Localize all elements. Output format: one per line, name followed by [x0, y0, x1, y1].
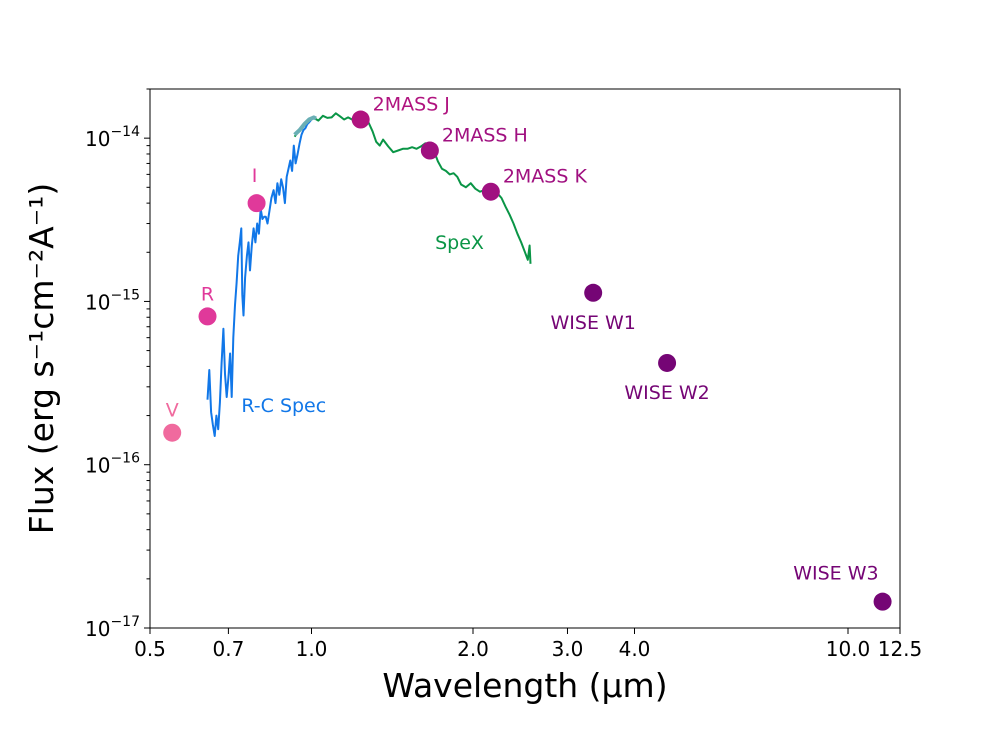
y-axis-ticks: 10−14 10−15 10−16 10−17: [85, 88, 150, 641]
x-tick-label: 4.0: [619, 637, 651, 661]
photometry-point-2mass-h: [420, 141, 439, 160]
y-axis-title: Flux (erg s⁻¹cm⁻²A⁻¹): [22, 183, 61, 535]
photometry-point-2mass-k: [481, 182, 500, 201]
photometry-point-v: [163, 423, 182, 442]
photometry-label-v: V: [166, 400, 179, 422]
plot-frame: [149, 88, 901, 629]
spectrum-label-spex: SpeX: [435, 232, 484, 254]
y-tick-label: 10−15: [85, 287, 140, 314]
photometry-label-2mass-k: 2MASS K: [503, 166, 588, 188]
x-tick-label: 2.0: [457, 637, 489, 661]
spectrum-line-overlap-2: [293, 115, 317, 137]
x-tick-label: 1.0: [296, 637, 328, 661]
photometry-label-wise-w3: WISE W3: [793, 563, 878, 585]
y-tick-label: 10−16: [85, 451, 140, 478]
spectrum-line-r-c-spec: [206, 118, 313, 437]
photometry-label-r: R: [201, 283, 214, 305]
spectrum-label-r-c-spec: R-C Spec: [241, 395, 326, 417]
x-tick-label: 10.0: [826, 637, 871, 661]
photometry-label-wise-w2: WISE W2: [624, 382, 709, 404]
x-axis-ticks: 0.5 0.7 1.0 2.0 3.0 4.0 10.0 12.5: [134, 628, 922, 661]
photometry-label-2mass-j: 2MASS J: [373, 94, 450, 116]
x-tick-label: 3.0: [552, 637, 584, 661]
y-tick-label: 10−14: [85, 124, 140, 151]
photometry-label-2mass-h: 2MASS H: [442, 125, 528, 147]
photometry-point-i: [247, 194, 266, 213]
x-tick-label: 0.5: [134, 637, 166, 661]
annotation-layer: R-C Spec SpeX V R I 2MASS J 2MASS H 2MASS K WISE…: [166, 94, 879, 585]
x-axis-title: Wavelength (μm): [382, 666, 667, 705]
photometry-point-wise-w1: [584, 283, 603, 302]
spectrum-line-spex: [293, 112, 532, 264]
x-tick-label: 0.7: [212, 637, 244, 661]
y-tick-label: 10−17: [85, 614, 140, 641]
x-tick-label: 12.5: [878, 637, 923, 661]
photometry-point-wise-w3: [873, 592, 892, 611]
photometry-point-2mass-j: [351, 110, 370, 129]
photometry-label-i: I: [252, 165, 258, 187]
photometry-label-wise-w1: WISE W1: [551, 312, 636, 334]
spectra-layer: [206, 112, 532, 437]
photometry-point-r: [198, 307, 217, 326]
photometry-point-wise-w2: [658, 353, 677, 372]
photometry-layer: [163, 110, 892, 611]
